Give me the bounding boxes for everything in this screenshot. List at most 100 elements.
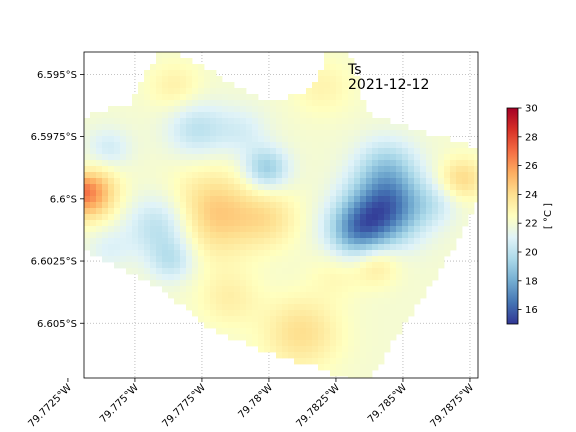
temperature-pixel — [348, 142, 355, 149]
temperature-pixel — [414, 214, 421, 221]
temperature-pixel — [378, 256, 385, 263]
temperature-pixel — [168, 214, 175, 221]
temperature-pixel — [168, 112, 175, 119]
temperature-pixel — [312, 94, 319, 101]
temperature-pixel — [312, 88, 319, 95]
temperature-pixel — [210, 280, 217, 287]
temperature-pixel — [258, 334, 265, 341]
temperature-pixel — [318, 322, 325, 329]
temperature-pixel — [396, 166, 403, 173]
temperature-pixel — [150, 160, 157, 167]
temperature-pixel — [342, 190, 349, 197]
temperature-pixel — [204, 232, 211, 239]
temperature-pixel — [336, 280, 343, 287]
temperature-pixel — [348, 220, 355, 227]
temperature-pixel — [444, 250, 451, 257]
temperature-pixel — [246, 322, 253, 329]
temperature-pixel — [336, 292, 343, 299]
temperature-pixel — [264, 226, 271, 233]
temperature-pixel — [246, 220, 253, 227]
temperature-pixel — [390, 142, 397, 149]
temperature-pixel — [282, 280, 289, 287]
temperature-pixel — [360, 136, 367, 143]
temperature-pixel — [414, 160, 421, 167]
temperature-pixel — [198, 124, 205, 131]
temperature-pixel — [348, 58, 355, 65]
temperature-pixel — [228, 226, 235, 233]
temperature-pixel — [114, 106, 121, 113]
temperature-pixel — [198, 202, 205, 209]
temperature-pixel — [240, 100, 247, 107]
temperature-pixel — [180, 274, 187, 281]
temperature-pixel — [228, 250, 235, 257]
temperature-pixel — [312, 172, 319, 179]
temperature-pixel — [96, 220, 103, 227]
temperature-pixel — [204, 304, 211, 311]
temperature-pixel — [210, 118, 217, 125]
temperature-pixel — [174, 118, 181, 125]
temperature-pixel — [456, 142, 463, 149]
temperature-pixel — [330, 208, 337, 215]
temperature-pixel — [198, 118, 205, 125]
temperature-pixel — [192, 136, 199, 143]
temperature-pixel — [96, 172, 103, 179]
temperature-pixel — [150, 166, 157, 173]
temperature-pixel — [222, 100, 229, 107]
temperature-pixel — [156, 58, 163, 65]
temperature-pixel — [240, 106, 247, 113]
temperature-pixel — [258, 220, 265, 227]
temperature-pixel — [450, 196, 457, 203]
temperature-pixel — [402, 274, 409, 281]
temperature-pixel — [372, 268, 379, 275]
temperature-pixel — [288, 238, 295, 245]
temperature-pixel — [306, 280, 313, 287]
temperature-pixel — [408, 250, 415, 257]
temperature-pixel — [372, 226, 379, 233]
temperature-pixel — [336, 364, 343, 371]
temperature-pixel — [144, 88, 151, 95]
temperature-pixel — [246, 112, 253, 119]
temperature-pixel — [222, 244, 229, 251]
temperature-pixel — [132, 214, 139, 221]
temperature-pixel — [402, 184, 409, 191]
temperature-pixel — [234, 238, 241, 245]
temperature-pixel — [318, 136, 325, 143]
temperature-pixel — [156, 52, 163, 59]
temperature-pixel — [414, 136, 421, 143]
temperature-pixel — [204, 274, 211, 281]
temperature-pixel — [306, 160, 313, 167]
temperature-pixel — [180, 58, 187, 65]
temperature-pixel — [144, 112, 151, 119]
temperature-pixel — [228, 130, 235, 137]
temperature-pixel — [216, 208, 223, 215]
temperature-pixel — [234, 286, 241, 293]
temperature-pixel — [156, 250, 163, 257]
temperature-pixel — [216, 88, 223, 95]
temperature-pixel — [354, 166, 361, 173]
temperature-pixel — [126, 208, 133, 215]
temperature-pixel — [318, 238, 325, 245]
temperature-pixel — [294, 322, 301, 329]
temperature-pixel — [342, 322, 349, 329]
temperature-pixel — [126, 262, 133, 269]
temperature-pixel — [396, 172, 403, 179]
temperature-pixel — [294, 190, 301, 197]
temperature-pixel — [288, 112, 295, 119]
temperature-pixel — [366, 376, 373, 378]
temperature-pixel — [336, 112, 343, 119]
temperature-pixel — [132, 226, 139, 233]
temperature-pixel — [270, 148, 277, 155]
temperature-pixel — [264, 256, 271, 263]
temperature-pixel — [348, 244, 355, 251]
temperature-pixel — [384, 154, 391, 161]
temperature-pixel — [162, 70, 169, 77]
temperature-pixel — [96, 190, 103, 197]
temperature-pixel — [336, 124, 343, 131]
temperature-pixel — [396, 196, 403, 203]
temperature-pixel — [348, 154, 355, 161]
temperature-pixel — [270, 166, 277, 173]
temperature-pixel — [108, 226, 115, 233]
temperature-pixel — [312, 100, 319, 107]
temperature-pixel — [354, 328, 361, 335]
temperature-pixel — [450, 202, 457, 209]
